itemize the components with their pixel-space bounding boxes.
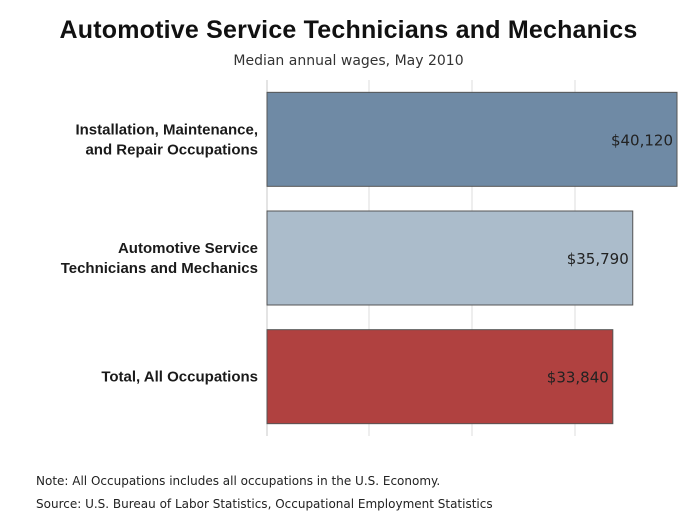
category-label-1: Installation, Maintenance, and Repair Occ…: [75, 121, 258, 158]
category-label-3: Total, All Occupations: [101, 369, 258, 386]
category-label-2: Automotive Service Technicians and Mechan…: [61, 240, 258, 277]
value-label-2: $35,790: [567, 250, 629, 268]
bar-chart: $40,120 Installation, Maintenance, and Rep…: [61, 80, 678, 436]
value-label-3: $33,840: [547, 369, 609, 387]
note-text: Note: All Occupations includes all occup…: [36, 474, 441, 488]
source-text: Source: U.S. Bureau of Labor Statistics,…: [36, 497, 493, 511]
chart-title: Automotive Service Technicians and Mecha…: [59, 16, 638, 44]
bar-1: [266, 91, 678, 187]
footnotes: Note: All Occupations includes all occup…: [36, 470, 493, 516]
chart-subtitle: Median annual wages, May 2010: [233, 53, 464, 69]
bar-3: [266, 329, 614, 425]
value-label-1: $40,120: [611, 131, 673, 149]
bar-2: [266, 210, 634, 306]
